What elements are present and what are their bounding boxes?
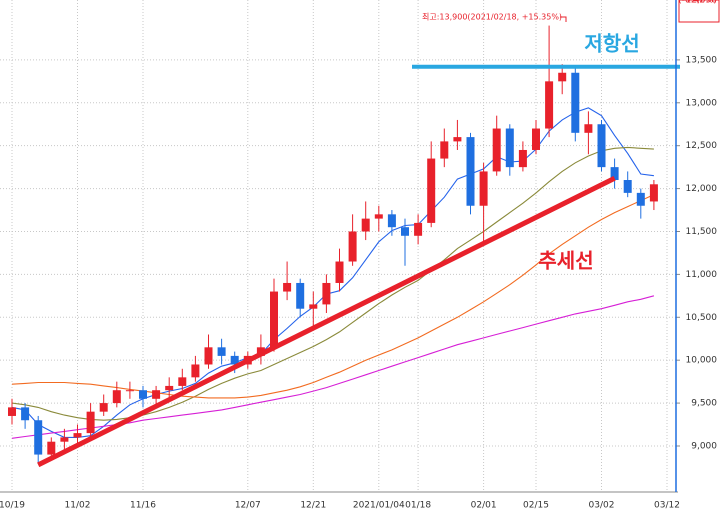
candle-body <box>335 261 344 283</box>
candle-body <box>374 214 383 219</box>
candle-body <box>283 282 292 292</box>
candle-body <box>361 218 370 232</box>
candle-body <box>401 227 409 236</box>
resistance-label: 저항선 <box>584 31 639 55</box>
x-tick-label: 11/02 <box>65 501 91 511</box>
y-tick-label: 11,500 <box>686 227 718 237</box>
candle-body <box>636 192 645 206</box>
candle-body <box>649 184 658 202</box>
x-tick-label: 11/16 <box>130 501 156 511</box>
candle-body <box>125 390 134 392</box>
candle-body <box>47 441 56 455</box>
ma-line <box>11 146 654 421</box>
y-tick-label: 13,500 <box>686 55 718 65</box>
candle-body <box>453 137 462 142</box>
candle-body <box>139 390 147 399</box>
candle-body <box>505 128 514 168</box>
x-tick-label: 01/18 <box>405 501 431 511</box>
candle-body <box>60 437 69 442</box>
candle-body <box>610 167 619 181</box>
candle-body <box>99 403 108 412</box>
candle-body <box>492 128 501 172</box>
candle-body <box>165 385 174 391</box>
candle-body <box>427 158 436 223</box>
candle-body <box>86 411 95 434</box>
candle-body <box>387 214 396 228</box>
x-tick-label: 12/21 <box>300 501 326 511</box>
y-tick-label: 11,000 <box>686 270 718 280</box>
y-tick-label: 12,500 <box>686 141 718 151</box>
candle-body <box>545 81 554 129</box>
candle-body <box>73 433 82 438</box>
candle-body <box>152 390 161 399</box>
last-price-box <box>678 0 720 23</box>
trend-line <box>37 176 616 468</box>
candles <box>8 25 658 464</box>
candle-body <box>270 291 278 348</box>
candle-body <box>414 222 423 236</box>
candle-body <box>230 355 239 365</box>
candle-body <box>584 124 593 133</box>
candle-body <box>296 282 305 309</box>
candle-body <box>518 149 527 168</box>
ma-line <box>11 194 655 399</box>
candle-body <box>532 128 540 150</box>
x-tick-label: 2021/01/04 <box>353 501 405 511</box>
y-tick-label: 10,000 <box>686 356 718 366</box>
candle-body <box>178 377 187 386</box>
candle-body <box>348 231 357 262</box>
candle-body <box>440 141 449 159</box>
last-price-label: 12,050 <box>686 0 718 6</box>
candle-body <box>309 304 318 309</box>
candle-body <box>204 347 213 365</box>
candle-body <box>597 124 606 168</box>
x-tick-label: 10/19 <box>0 501 25 511</box>
candle-body <box>112 390 121 404</box>
high-annotation: 최고:13,900(2021/02/18, +15.35%) <box>422 12 562 22</box>
x-tick-label: 03/02 <box>589 501 615 511</box>
y-tick-label: 10,500 <box>686 313 718 323</box>
x-tick-label: 03/12 <box>654 501 680 511</box>
x-tick-label: 12/07 <box>235 501 261 511</box>
candle-body <box>34 420 43 455</box>
y-tick-label: 12,000 <box>686 184 718 194</box>
x-tick-label: 02/01 <box>471 501 497 511</box>
candle-body <box>558 72 567 82</box>
candle-body <box>8 407 16 416</box>
candle-body <box>571 72 580 133</box>
high-pointer <box>560 16 567 22</box>
ma-line <box>11 107 654 438</box>
candle-body <box>322 282 331 305</box>
candle-body <box>191 364 200 378</box>
last-change-label: (-0.42%) <box>678 0 717 6</box>
y-tick-label: 9,500 <box>691 399 717 409</box>
y-tick-label: 9,000 <box>691 441 717 451</box>
candle-body <box>623 180 632 193</box>
x-tick-label: 02/15 <box>523 501 549 511</box>
candle-body <box>479 171 488 206</box>
candle-body <box>21 407 30 421</box>
trend-label: 추세선 <box>538 249 593 273</box>
candle-body <box>466 137 475 206</box>
candle-body <box>217 347 226 356</box>
y-tick-label: 13,000 <box>686 98 718 108</box>
